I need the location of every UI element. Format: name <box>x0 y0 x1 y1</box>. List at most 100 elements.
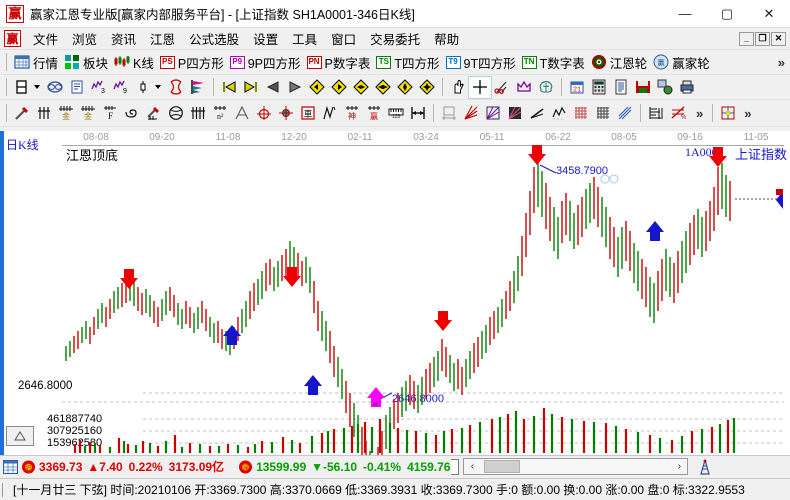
crosshair-button[interactable] <box>468 75 492 99</box>
flag-chart-button[interactable] <box>187 77 209 98</box>
gold1-tool-button[interactable]: 金 <box>55 103 77 124</box>
document-button[interactable] <box>610 77 632 98</box>
menu-item-news[interactable]: 资讯 <box>111 33 137 47</box>
quote-caret[interactable] <box>451 458 460 475</box>
toolbar-t-square[interactable]: TS T四方形 <box>373 52 442 73</box>
crown-button[interactable] <box>513 77 535 98</box>
maximize-button[interactable]: ▢ <box>720 5 734 21</box>
parallel-tool-button[interactable] <box>614 103 636 124</box>
scrollbar-thumb[interactable] <box>484 460 521 473</box>
grid-red-tool-button[interactable] <box>570 103 592 124</box>
menu-item-gann[interactable]: 江恩 <box>150 33 176 47</box>
shift-left-button[interactable] <box>306 77 328 98</box>
fork-tool-button[interactable] <box>33 103 55 124</box>
signal-tower-button[interactable] <box>688 457 722 476</box>
menu-item-formula-stock-pick[interactable]: 公式选股 <box>189 33 240 47</box>
target-tool-button[interactable] <box>253 103 275 124</box>
fan-red-tool-button[interactable] <box>460 103 482 124</box>
wave3-button[interactable]: 3 <box>88 77 110 98</box>
menu-item-file[interactable]: 文件 <box>33 33 59 47</box>
far-toolbar-overflow-button[interactable]: » <box>744 105 752 121</box>
shen-tool-button[interactable]: 神 <box>341 103 363 124</box>
spiral-tool-button[interactable] <box>121 103 143 124</box>
indicator-expand-button[interactable] <box>6 426 34 446</box>
percent-tool-button[interactable]: % <box>667 103 689 124</box>
scissor-button[interactable] <box>491 77 513 98</box>
mdi-minimize-button[interactable]: _ <box>739 31 754 46</box>
levels-tool-button[interactable] <box>645 103 667 124</box>
calculator-button[interactable] <box>588 77 610 98</box>
mdi-restore-button[interactable]: ❐ <box>755 31 770 46</box>
toolbar-winner-wheel[interactable]: 赢 赢家轮 <box>650 52 713 73</box>
grid-small-icon[interactable] <box>3 459 18 474</box>
zigzag-tool-button[interactable] <box>548 103 570 124</box>
next-button[interactable] <box>284 77 306 98</box>
printer-button[interactable] <box>676 77 698 98</box>
ying-tool-button[interactable]: 赢 <box>363 103 385 124</box>
vnotch-tool-button[interactable] <box>319 103 341 124</box>
menu-item-trading[interactable]: 交易委托 <box>370 33 421 47</box>
knot-button[interactable] <box>165 77 187 98</box>
sh-index-icon[interactable]: 沪 <box>21 460 36 474</box>
toolbar-gann-wheel[interactable]: 江恩轮 <box>588 52 651 73</box>
expand-h-button[interactable] <box>350 77 372 98</box>
chart-area[interactable]: 日K线 08-08 09-20 11-08 12-20 02-11 03-24 … <box>0 131 790 455</box>
net-pattern-button[interactable] <box>44 77 66 98</box>
grid-black-tool-button[interactable] <box>592 103 614 124</box>
pan-hand-button[interactable] <box>447 77 469 98</box>
first-page-button[interactable] <box>218 77 240 98</box>
expand-diag-button[interactable] <box>416 77 438 98</box>
fork2-tool-button[interactable] <box>187 103 209 124</box>
sz-index-icon[interactable]: 深 <box>238 460 253 474</box>
f-grid-tool-button[interactable]: F <box>99 103 121 124</box>
network-button[interactable] <box>654 77 676 98</box>
toolbar-t-number-table[interactable]: TN T数字表 <box>519 52 588 73</box>
wave9-button[interactable]: 9 <box>110 77 132 98</box>
toolbar-p-number-table[interactable]: PN P数字表 <box>304 52 374 73</box>
fan-dark-tool-button[interactable] <box>504 103 526 124</box>
toolbar-p-square[interactable]: PS P四方形 <box>157 52 227 73</box>
save-button[interactable] <box>632 77 654 98</box>
candle-style-button[interactable] <box>132 77 165 98</box>
measure-tool-button[interactable] <box>407 103 429 124</box>
close-button[interactable]: ✕ <box>763 5 775 21</box>
menu-item-help[interactable]: 帮助 <box>434 33 460 47</box>
toolbar-9p-square[interactable]: P9 9P四方形 <box>227 52 304 73</box>
target2-tool-button[interactable] <box>275 103 297 124</box>
dropdown-caret-icon[interactable] <box>33 79 41 95</box>
menu-item-browse[interactable]: 浏览 <box>72 33 98 47</box>
last-page-button[interactable] <box>240 77 262 98</box>
pen-tool-button[interactable] <box>11 103 33 124</box>
scroll-left-button[interactable]: ‹ <box>470 461 475 472</box>
gold2-tool-button[interactable]: 金 <box>77 103 99 124</box>
menu-item-window[interactable]: 窗口 <box>331 33 357 47</box>
calendar-button[interactable]: 21 <box>566 77 588 98</box>
menu-item-settings[interactable]: 设置 <box>253 33 279 47</box>
color-grid-tool-button[interactable] <box>717 103 739 124</box>
mdi-close-button[interactable]: ✕ <box>771 31 786 46</box>
toolbar-9t-square[interactable]: T9 9T四方形 <box>443 52 519 73</box>
box-red-tool-button[interactable]: 車 <box>297 103 319 124</box>
note-button[interactable] <box>66 77 88 98</box>
expand-all-button[interactable] <box>372 77 394 98</box>
n2-tool-button[interactable]: n² <box>209 103 231 124</box>
fan-box-tool-button[interactable] <box>482 103 504 124</box>
scroll-right-button[interactable]: › <box>677 461 682 472</box>
expand-v-button[interactable] <box>394 77 416 98</box>
angle-tool-button[interactable] <box>231 103 253 124</box>
menu-item-tools[interactable]: 工具 <box>292 33 318 47</box>
gann-toolbar-overflow-button[interactable]: » <box>696 105 704 121</box>
prev-button[interactable] <box>262 77 284 98</box>
dropdown-caret-icon[interactable] <box>154 79 162 95</box>
period-day-button[interactable] <box>11 77 44 98</box>
frame-tool-button[interactable] <box>438 103 460 124</box>
shift-right-button[interactable] <box>328 77 350 98</box>
ruler-tool-button[interactable]: 123 <box>385 103 407 124</box>
pen-grid-tool-button[interactable] <box>143 103 165 124</box>
toolbar-overflow-button[interactable]: » <box>777 54 785 70</box>
brain-button[interactable] <box>535 77 557 98</box>
toolbar-sectors[interactable]: 板块 <box>61 52 111 73</box>
circle-ball-tool-button[interactable] <box>165 103 187 124</box>
minimize-button[interactable]: — <box>678 6 692 21</box>
toolbar-quotes[interactable]: 行情 <box>11 52 61 73</box>
